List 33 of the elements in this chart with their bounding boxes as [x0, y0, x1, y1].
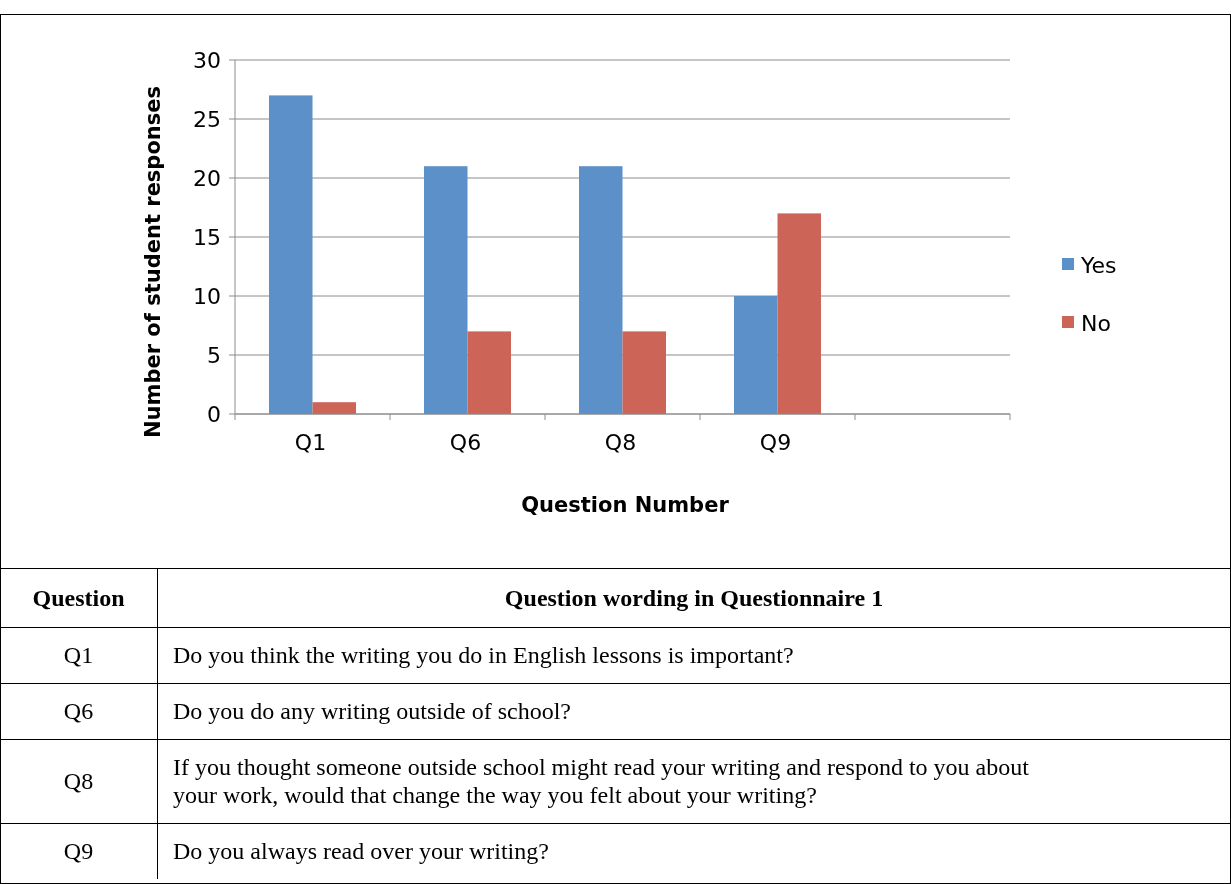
text: Q1: [63, 642, 94, 669]
text: Question: [32, 584, 125, 611]
x-tick-label: Q1: [294, 430, 327, 455]
y-tick-label: 20: [193, 165, 221, 191]
bar: [424, 166, 468, 414]
y-tick-label: 0: [207, 401, 221, 427]
y-tick-label: 10: [193, 283, 221, 309]
text: Q8: [63, 768, 94, 795]
text: Do you think the writing you do in English lessons is important?: [173, 642, 794, 669]
y-axis-title: Number of student responses: [141, 85, 165, 439]
bar: [579, 166, 623, 414]
text: Do you do any writing outside of school?: [173, 698, 571, 725]
bar: [269, 95, 313, 414]
text: Q9: [63, 838, 94, 865]
text: Question wording in Questionnaire 1: [504, 584, 884, 611]
bar: [467, 331, 511, 414]
x-tick-label: Q8: [604, 430, 637, 455]
y-tick-label: 15: [193, 224, 221, 250]
text: Q6: [63, 698, 94, 725]
bar: [312, 402, 356, 414]
x-tick-label: Q9: [759, 430, 792, 455]
text: If you thought someone outside school might read your writing and respond to you about your work, would that change the way you felt about your writing?: [173, 754, 1030, 809]
y-tick-label: 25: [193, 106, 221, 132]
legend-label: Yes: [1080, 252, 1117, 278]
bar: [622, 331, 666, 414]
bar: [734, 296, 778, 414]
x-axis-title: Question Number: [521, 493, 730, 517]
text: Do you always read over your writing?: [173, 838, 549, 865]
y-tick-label: 5: [207, 342, 221, 368]
y-tick-label: 30: [193, 47, 221, 73]
x-tick-label: Q6: [449, 430, 482, 455]
bar: [777, 213, 821, 414]
legend-label: No: [1081, 310, 1111, 336]
